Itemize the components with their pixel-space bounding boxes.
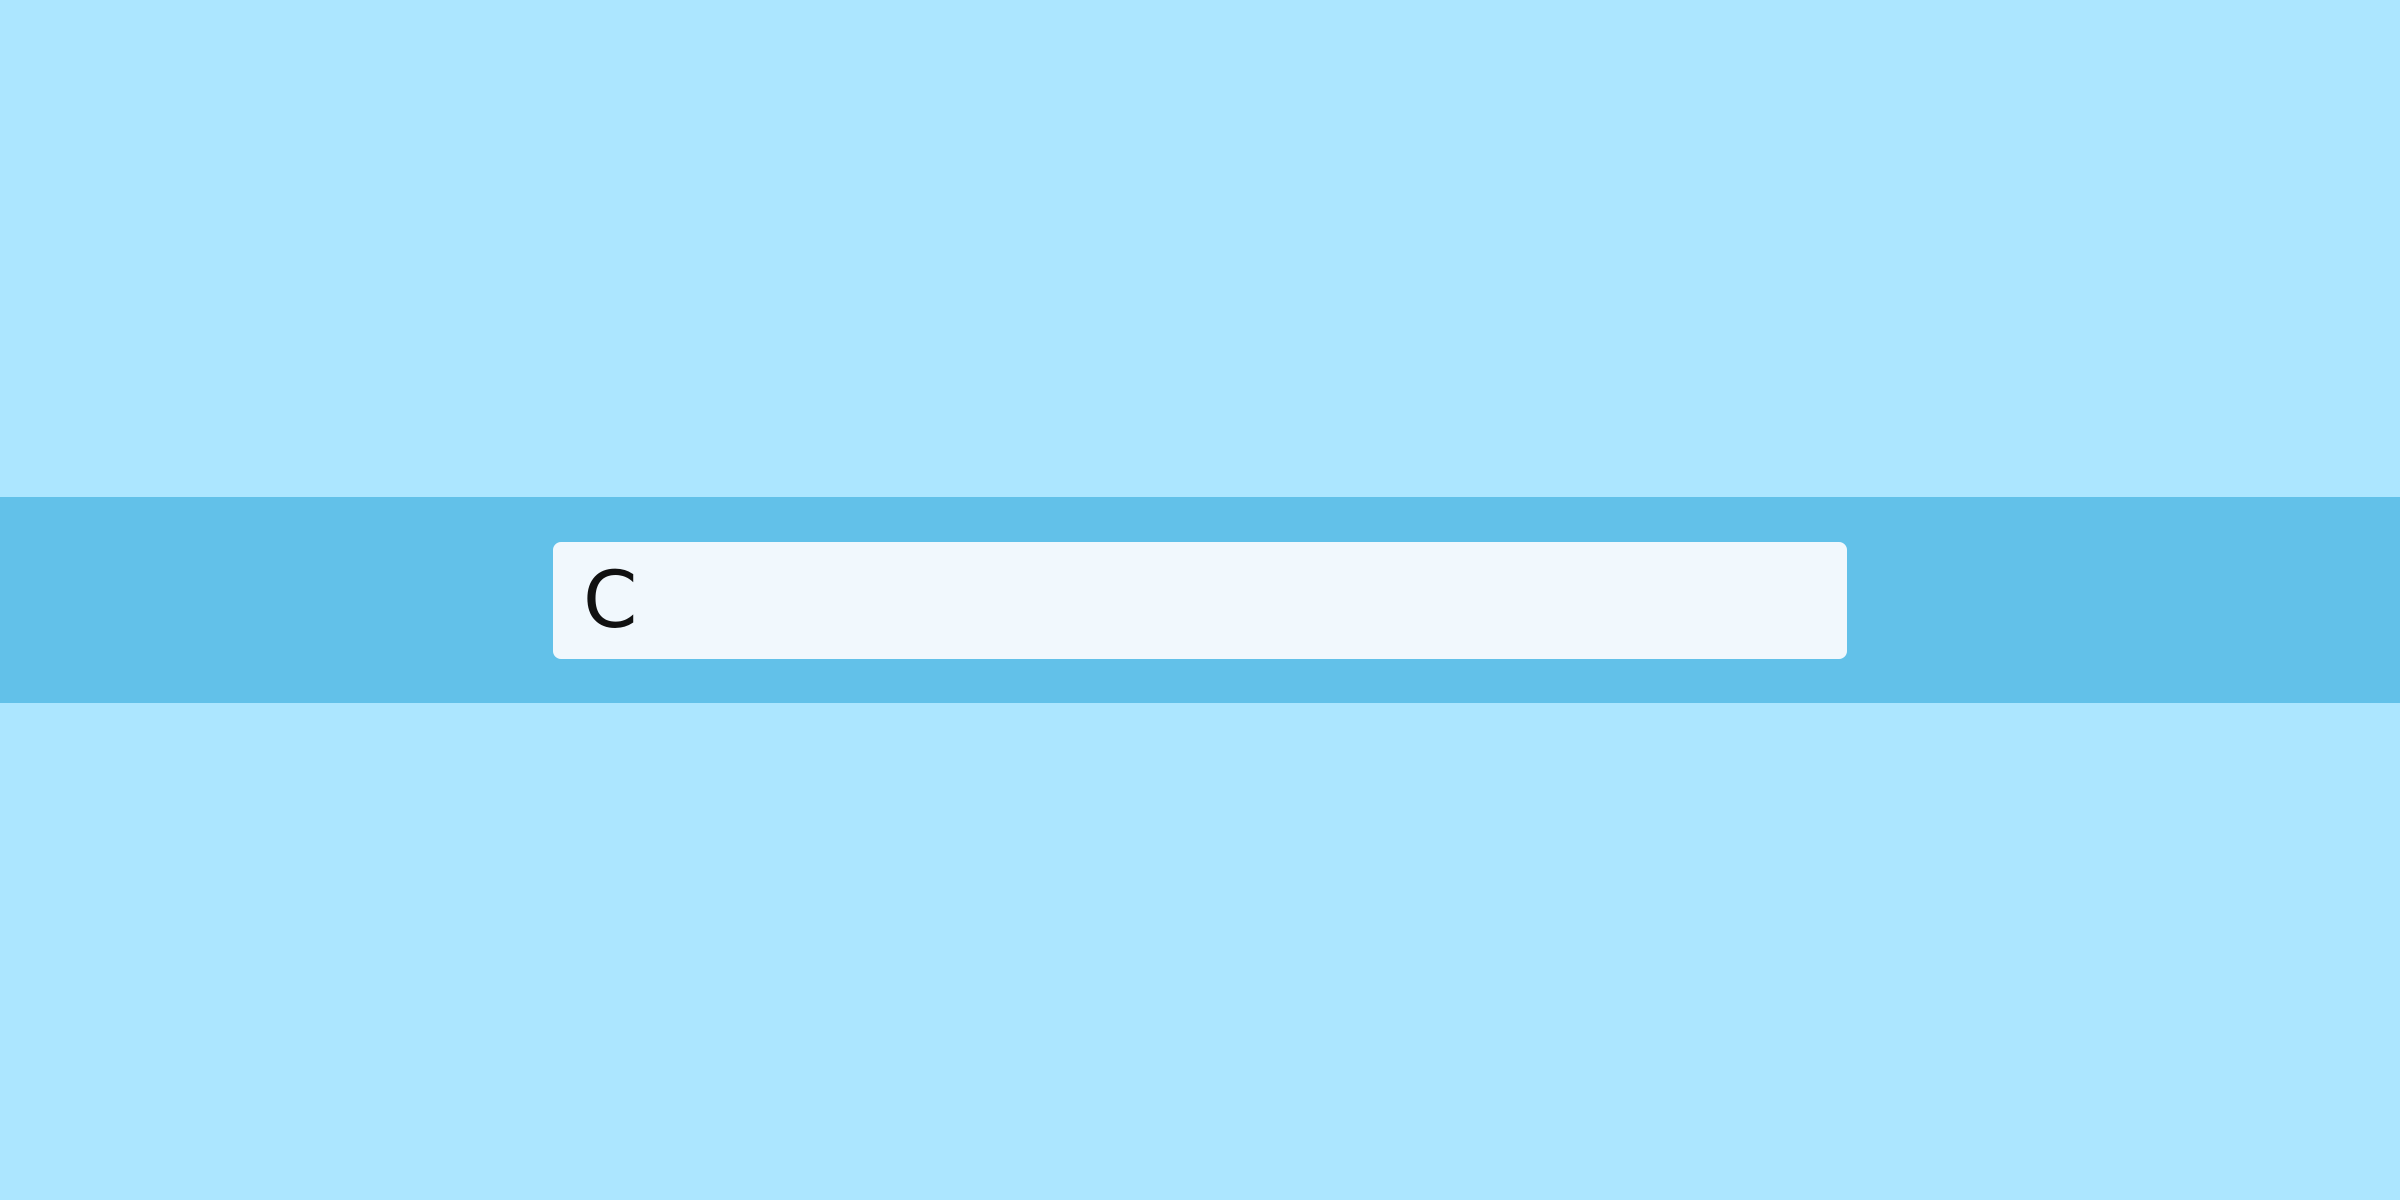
search-input[interactable] xyxy=(583,542,1847,659)
search-box[interactable] xyxy=(553,542,1847,659)
